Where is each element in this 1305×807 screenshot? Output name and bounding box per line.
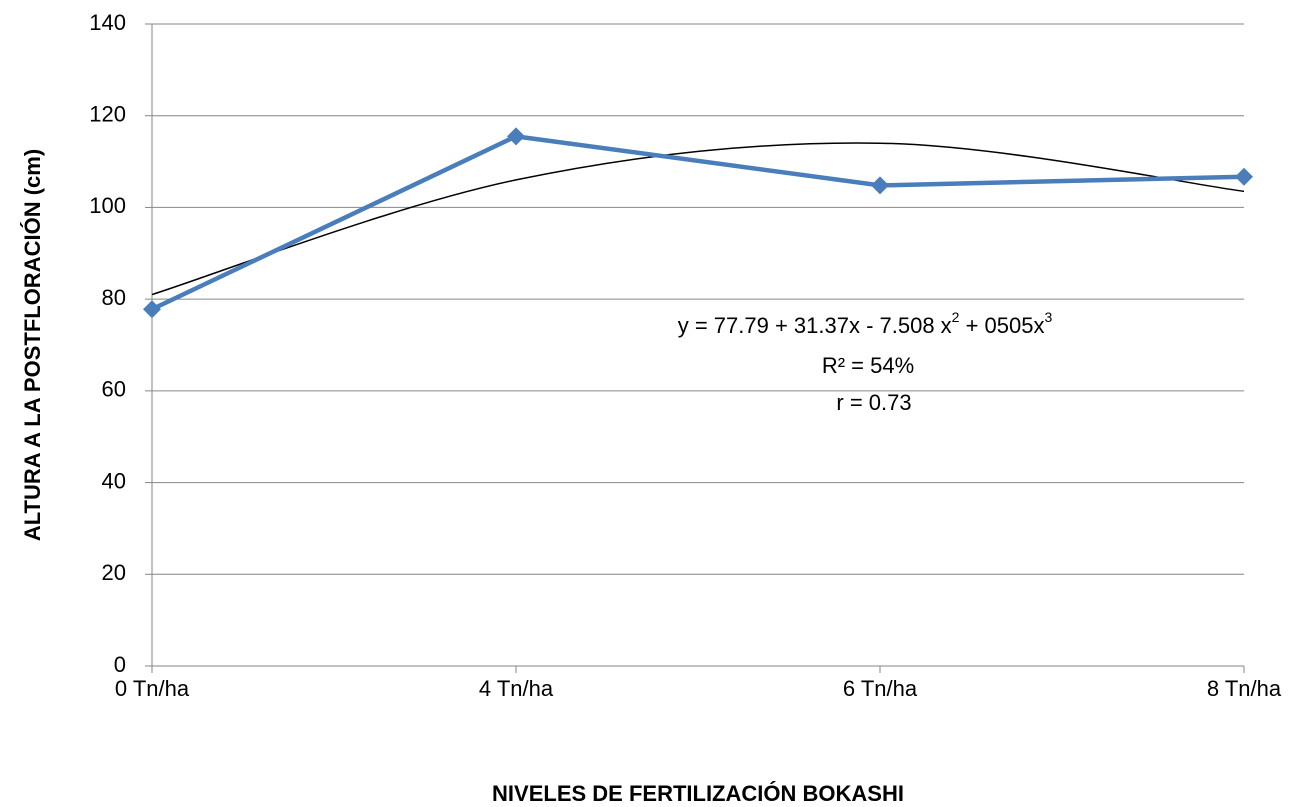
- series-line: [151, 134, 1245, 312]
- equation-part: + 0505x: [959, 313, 1044, 338]
- x-tick-label: 8 Tn/ha: [1207, 676, 1282, 701]
- marker: [871, 176, 889, 195]
- marker: [1235, 167, 1253, 186]
- y-tick-label: 60: [102, 377, 126, 402]
- y-tick-label: 140: [89, 10, 126, 35]
- y-axis-label: ALTURA A LA POSTFLORACIÓN (cm): [20, 149, 45, 541]
- trendline: [151, 142, 1245, 296]
- x-tick-label: 6 Tn/ha: [843, 676, 918, 701]
- equation-part: y = 77.79 + 31.37x - 7.508 x: [678, 313, 952, 338]
- marker: [507, 127, 525, 146]
- equation-sup: 2: [952, 309, 960, 325]
- r2-label: R² = 54%: [822, 353, 914, 378]
- y-tick-label: 0: [114, 652, 126, 677]
- marker: [143, 300, 161, 319]
- r-label: r = 0.73: [836, 390, 911, 415]
- y-tick-label: 40: [102, 468, 126, 493]
- equation-sup: 3: [1044, 309, 1052, 325]
- y-tick-label: 100: [89, 193, 126, 218]
- x-axis-label: NIVELES DE FERTILIZACIÓN BOKASHI: [492, 781, 904, 806]
- y-tick-label: 80: [102, 285, 126, 310]
- x-tick-label: 0 Tn/ha: [115, 676, 190, 701]
- y-tick-label: 120: [89, 102, 126, 127]
- equation: y = 77.79 + 31.37x - 7.508 x2 + 0505x3: [678, 309, 1053, 338]
- y-tick-label: 20: [102, 560, 126, 585]
- x-tick-label: 4 Tn/ha: [479, 676, 554, 701]
